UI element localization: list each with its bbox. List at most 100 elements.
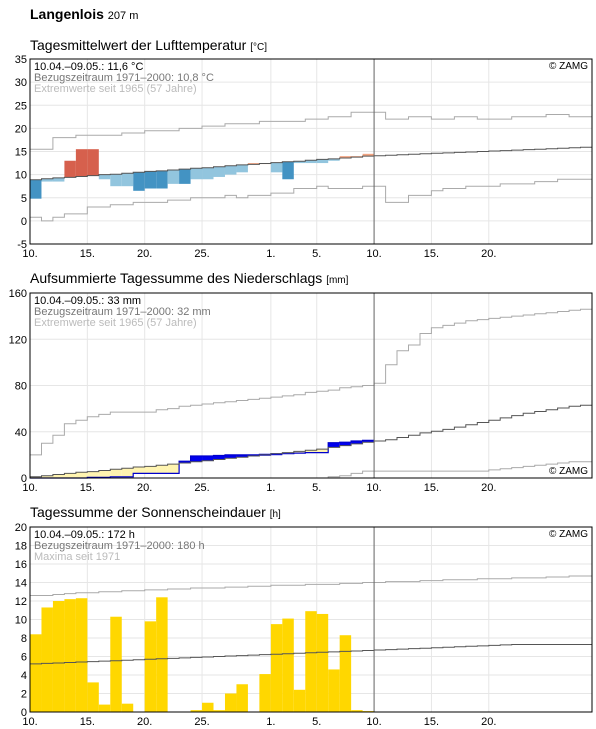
precipitation-deviation-bar [98,470,111,478]
station-altitude: 207 m [107,10,139,22]
normal-reference-line [30,644,592,665]
x-tick-label: 15. [80,716,95,728]
precipitation-deviation-bar [293,451,306,454]
x-tick-label: 5. [312,248,321,260]
x-tick-label: 15. [80,248,95,260]
temperature-deviation-bar [98,174,111,180]
precipitation-deviation-bar [75,472,88,478]
y-tick-label: 18 [15,541,27,553]
y-tick-label: 120 [9,334,27,346]
precipitation-deviation-bar [236,454,248,458]
precipitation-deviation-bar [133,467,145,474]
precipitation-deviation-bar [190,456,203,462]
precipitation-deviation-bar [224,454,237,459]
sunshine-bar [259,674,271,712]
y-tick-label: 35 [15,54,27,66]
station-header: Langenlois 207 m [30,6,138,22]
precipitation-deviation-bar [64,473,76,478]
station-name: Langenlois [30,6,104,22]
precipitation-deviation-bar [87,471,99,478]
sunshine-bar [282,618,294,712]
temperature-deviation-bar [236,164,248,173]
info-reference-period: Bezugszeitraum 1971–2000: 180 h [34,540,205,552]
y-tick-label: -5 [17,239,27,251]
precipitation-deviation-bar [167,464,180,474]
x-tick-label: 1. [266,716,275,728]
x-tick-label: 10. [22,716,37,728]
sunshine-bar [110,616,122,712]
x-tick-label: 20. [481,482,496,494]
sunshine-bar [224,693,237,712]
info-current-period: 10.04.–09.05.: 11,6 °C [34,61,143,73]
precipitation-deviation-bar [351,441,363,444]
temperature-deviation-bar [270,162,283,173]
sunshine-bar [270,624,283,712]
sunshine-bar [121,703,134,712]
sunshine-bar [236,684,248,712]
sunshine-bar [190,710,203,712]
temperature-deviation-bar [282,161,294,180]
y-tick-label: 0 [21,473,27,485]
precipitation-deviation-bar [328,442,340,448]
x-tick-label: 20. [481,716,496,728]
sunshine-panel-title: Tagessumme der Sonnenscheindauer [h] [30,504,281,520]
y-tick-label: 160 [9,288,27,300]
x-tick-label: 10. [366,482,381,494]
copyright-label: © ZAMG [549,61,588,72]
temperature-deviation-bar [30,179,42,199]
temperature-deviation-bar [156,170,168,189]
precipitation-deviation-bar [41,475,53,478]
normal-reference-line [30,146,592,181]
temperature-deviation-bar [339,156,352,158]
extreme-max-line [30,111,592,150]
y-tick-label: 5 [21,193,27,205]
info-current-period: 10.04.–09.05.: 33 mm [34,295,141,307]
x-tick-label: 10. [366,248,381,260]
temperature-deviation-bar [133,172,145,191]
temperature-deviation-bar [87,149,99,176]
sunshine-bar [305,611,317,712]
x-tick-label: 10. [366,716,381,728]
temperature-deviation-bar [64,160,76,178]
x-tick-label: 1. [266,482,275,494]
sunshine-bar [213,710,225,712]
y-tick-label: 0 [21,216,27,228]
temperature-deviation-bar [362,153,375,157]
y-tick-label: 20 [15,123,27,135]
y-tick-label: 0 [21,707,27,719]
sunshine-bar [98,704,111,712]
temperature-deviation-bar [41,178,53,182]
precipitation-deviation-bar [316,449,329,453]
y-tick-label: 40 [15,427,27,439]
temperature-deviation-bar [247,163,260,165]
precipitation-deviation-bar [362,440,375,443]
x-tick-label: 10. [22,248,37,260]
chart-panel-0 [29,58,593,245]
x-tick-label: 15. [424,482,439,494]
y-tick-label: 16 [15,559,27,571]
y-tick-label: 2 [21,689,27,701]
x-tick-label: 15. [424,716,439,728]
temperature-deviation-bar [293,161,306,164]
temperature-panel-title: Tagesmittelwert der Lufttemperatur [°C] [30,37,267,53]
sunshine-bar [293,689,306,712]
y-tick-label: 80 [15,381,27,393]
x-tick-label: 5. [312,482,321,494]
x-tick-label: 10. [22,482,37,494]
sunshine-bar [339,635,352,712]
x-tick-label: 20. [137,716,152,728]
y-tick-label: 15 [15,147,27,159]
precipitation-deviation-bar [339,442,352,446]
chart-panel-2 [29,526,593,713]
y-tick-label: 12 [15,596,27,608]
info-extremes: Extremwerte seit 1965 (57 Jahre) [34,317,197,329]
copyright-label: © ZAMG [549,529,588,540]
sunshine-unit: [h] [269,509,281,520]
info-reference-period: Bezugszeitraum 1971–2000: 32 mm [34,306,211,318]
x-tick-label: 20. [137,482,152,494]
temperature-unit: [°C] [250,42,267,53]
precipitation-deviation-bar [179,461,191,463]
info-extremes: Extremwerte seit 1965 (57 Jahre) [34,83,197,95]
extreme-min-line [30,178,592,222]
